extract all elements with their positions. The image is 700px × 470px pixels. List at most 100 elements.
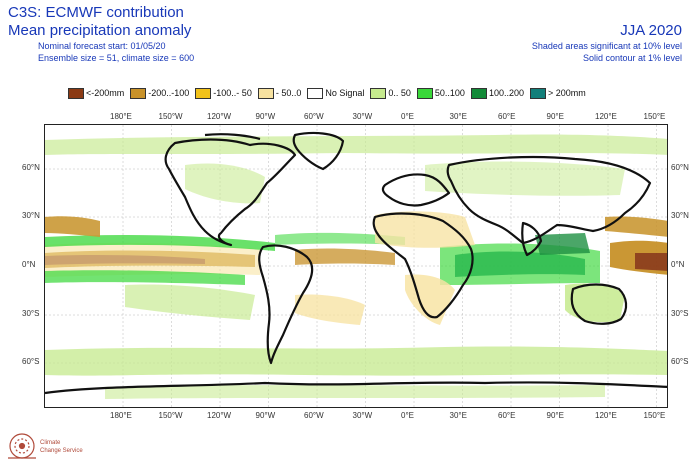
lon-tick-top: 0°E <box>401 112 414 121</box>
south-atlantic-dry <box>295 294 365 325</box>
legend-item: No Signal <box>307 86 370 100</box>
lon-tick-bottom: 90°E <box>546 411 564 420</box>
legend-item: 50..100 <box>416 86 471 100</box>
lon-tick-bottom: 120°E <box>595 411 617 420</box>
legend-item: 100..200 <box>470 86 530 100</box>
legend-swatch <box>68 87 84 99</box>
lat-tick-left: 30°S <box>22 309 40 318</box>
coast-europe <box>381 173 451 207</box>
coast-antarctica <box>45 381 667 395</box>
lon-tick-top: 90°W <box>255 112 276 121</box>
lon-tick-bottom: 90°W <box>255 411 276 420</box>
legend-swatch <box>130 87 147 99</box>
lon-tick-top: 30°W <box>352 112 373 121</box>
legend-label: 0.. 50 <box>388 88 411 98</box>
lon-tick-bottom: 0°E <box>401 411 414 420</box>
legend-item: - 50..0 <box>257 86 308 100</box>
lon-tick-bottom: 180°E <box>110 411 132 420</box>
legend-label: - 50..0 <box>275 88 302 98</box>
coast-greenland <box>292 131 345 171</box>
lon-tick-bottom: 150°E <box>643 411 666 420</box>
logo-line2: Change Service <box>40 448 83 454</box>
anomaly-shading <box>45 134 667 399</box>
legend-item: > 200mm <box>529 86 592 100</box>
north-pacific-dry <box>45 216 100 237</box>
antarctic-wet <box>105 385 605 399</box>
legend-item: -200..-100 <box>130 86 195 100</box>
color-legend: <-200mm -200..-100 -100..- 50 - 50..0 No Sig… <box>68 86 592 100</box>
wet-band-pacific-south <box>45 270 245 285</box>
contour-note: Solid contour at 1% level <box>582 53 682 63</box>
dry-band-pacific-edge <box>45 242 260 277</box>
forecast-start: Nominal forecast start: 01/05/20 <box>38 41 166 51</box>
c3s-logo <box>8 433 36 459</box>
lat-tick-right: 60°S <box>671 357 689 366</box>
west-pacific-strong <box>635 253 667 271</box>
legend-swatch <box>416 87 433 99</box>
lat-tick-left: 30°N <box>22 211 40 220</box>
lon-tick-top: 150°E <box>643 112 666 121</box>
lon-tick-top: 180°E <box>110 112 132 121</box>
legend-label: 100..200 <box>488 88 524 98</box>
legend-label: <-200mm <box>86 88 125 98</box>
ensemble-size: Ensemble size = 51, climate size = 600 <box>38 53 195 63</box>
season-label: JJA 2020 <box>620 22 682 39</box>
legend-swatch <box>529 87 546 99</box>
coastlines <box>45 131 667 395</box>
legend-item: -100..- 50 <box>195 86 258 100</box>
legend-swatch <box>470 87 487 99</box>
lon-tick-bottom: 60°E <box>498 411 516 420</box>
southern-ocean-wet <box>45 346 667 376</box>
coast-south-america <box>258 244 314 365</box>
lon-tick-bottom: 60°W <box>304 411 324 420</box>
coast-north-america <box>164 138 297 247</box>
lon-tick-top: 30°E <box>449 112 467 121</box>
legend-label: No Signal <box>325 88 365 98</box>
coast-africa <box>372 212 474 319</box>
lat-tick-right: 30°S <box>671 309 689 318</box>
atlantic-dry <box>295 248 395 265</box>
atlantic-wet <box>275 232 405 245</box>
lon-tick-bottom: 150°W <box>158 411 183 420</box>
lon-tick-bottom: 30°E <box>449 411 467 420</box>
australia-wet <box>565 283 625 323</box>
lon-tick-top: 120°E <box>595 112 617 121</box>
coast-india <box>521 221 543 257</box>
lon-tick-top: 60°E <box>498 112 516 121</box>
lon-tick-top: 120°W <box>207 112 232 121</box>
lat-tick-right: 0°N <box>671 260 685 269</box>
significance-note: Shaded areas significant at 10% level <box>531 41 682 51</box>
south-pacific-wet <box>125 284 255 320</box>
legend-swatch <box>370 87 387 99</box>
legend-swatch <box>307 87 324 99</box>
legend-item: 0.. 50 <box>370 86 417 100</box>
lon-tick-bottom: 30°W <box>352 411 373 420</box>
map-panel <box>44 124 668 408</box>
lon-tick-top: 60°W <box>304 112 324 121</box>
lat-tick-left: 60°S <box>22 357 40 366</box>
title-contribution: C3S: ECMWF contribution <box>8 4 184 21</box>
legend-swatch <box>257 87 274 99</box>
title-variable: Mean precipitation anomaly <box>8 22 192 39</box>
sahara-dry <box>375 211 475 248</box>
west-pacific-north <box>605 216 667 237</box>
lat-tick-left: 0°N <box>22 260 36 269</box>
logo-line1: Climate <box>40 440 61 446</box>
coast-australia <box>570 283 628 325</box>
precipitation-map <box>45 125 667 407</box>
legend-label: -100..- 50 <box>213 88 252 98</box>
lat-tick-left: 60°N <box>22 163 40 172</box>
lon-tick-top: 150°W <box>158 112 183 121</box>
lat-tick-right: 60°N <box>671 163 689 172</box>
maritime-continent-wet <box>535 233 590 255</box>
lat-tick-right: 30°N <box>671 211 689 220</box>
lon-tick-top: 90°E <box>546 112 564 121</box>
legend-label: > 200mm <box>547 88 586 98</box>
arctic-wet <box>45 134 667 155</box>
legend-swatch <box>195 87 212 99</box>
legend-label: 50..100 <box>434 88 465 98</box>
coast-asia <box>446 155 652 245</box>
c3s-logo-icon <box>8 433 36 459</box>
legend-label: -200..-100 <box>148 88 190 98</box>
eurasia-wet <box>425 161 625 196</box>
